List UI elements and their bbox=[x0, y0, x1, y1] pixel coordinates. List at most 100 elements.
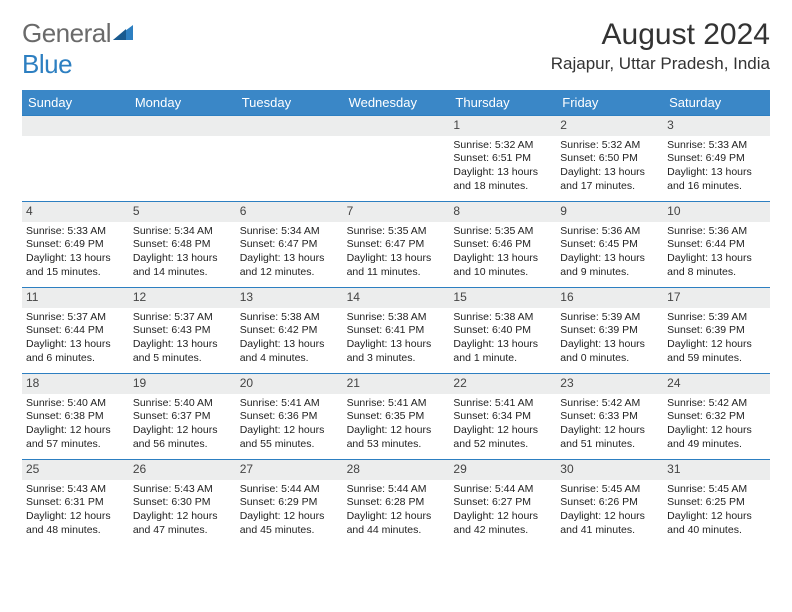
sunset-line: Sunset: 6:50 PM bbox=[560, 152, 659, 166]
day-details: Sunrise: 5:41 AMSunset: 6:36 PMDaylight:… bbox=[236, 394, 343, 458]
title-block: August 2024 Rajapur, Uttar Pradesh, Indi… bbox=[551, 18, 770, 74]
dayname-header: Thursday bbox=[449, 90, 556, 115]
day-number: 8 bbox=[449, 202, 556, 222]
logo: GeneralBlue bbox=[22, 18, 135, 80]
day-details: Sunrise: 5:32 AMSunset: 6:51 PMDaylight:… bbox=[449, 136, 556, 200]
day-cell: 14Sunrise: 5:38 AMSunset: 6:41 PMDayligh… bbox=[343, 287, 450, 373]
sunset-line: Sunset: 6:48 PM bbox=[133, 238, 232, 252]
daylight-line: Daylight: 13 hours and 0 minutes. bbox=[560, 338, 659, 365]
daylight-line: Daylight: 13 hours and 12 minutes. bbox=[240, 252, 339, 279]
sunrise-line: Sunrise: 5:41 AM bbox=[240, 397, 339, 411]
day-number: 10 bbox=[663, 202, 770, 222]
day-details: Sunrise: 5:45 AMSunset: 6:25 PMDaylight:… bbox=[663, 480, 770, 544]
day-number: 4 bbox=[22, 202, 129, 222]
sunrise-line: Sunrise: 5:42 AM bbox=[667, 397, 766, 411]
sunset-line: Sunset: 6:39 PM bbox=[667, 324, 766, 338]
daylight-line: Daylight: 13 hours and 8 minutes. bbox=[667, 252, 766, 279]
day-cell: 8Sunrise: 5:35 AMSunset: 6:46 PMDaylight… bbox=[449, 201, 556, 287]
sunrise-line: Sunrise: 5:39 AM bbox=[667, 311, 766, 325]
sunrise-line: Sunrise: 5:32 AM bbox=[453, 139, 552, 153]
day-number: 30 bbox=[556, 460, 663, 480]
sunrise-line: Sunrise: 5:44 AM bbox=[347, 483, 446, 497]
sunrise-line: Sunrise: 5:35 AM bbox=[347, 225, 446, 239]
day-number: 7 bbox=[343, 202, 450, 222]
day-details: Sunrise: 5:37 AMSunset: 6:43 PMDaylight:… bbox=[129, 308, 236, 372]
day-details: Sunrise: 5:40 AMSunset: 6:37 PMDaylight:… bbox=[129, 394, 236, 458]
day-cell: 28Sunrise: 5:44 AMSunset: 6:28 PMDayligh… bbox=[343, 459, 450, 545]
sunrise-line: Sunrise: 5:39 AM bbox=[560, 311, 659, 325]
day-cell: 29Sunrise: 5:44 AMSunset: 6:27 PMDayligh… bbox=[449, 459, 556, 545]
daylight-line: Daylight: 13 hours and 11 minutes. bbox=[347, 252, 446, 279]
day-details: Sunrise: 5:35 AMSunset: 6:47 PMDaylight:… bbox=[343, 222, 450, 286]
daylight-line: Daylight: 13 hours and 10 minutes. bbox=[453, 252, 552, 279]
day-cell: 25Sunrise: 5:43 AMSunset: 6:31 PMDayligh… bbox=[22, 459, 129, 545]
day-details: Sunrise: 5:44 AMSunset: 6:29 PMDaylight:… bbox=[236, 480, 343, 544]
day-details: Sunrise: 5:32 AMSunset: 6:50 PMDaylight:… bbox=[556, 136, 663, 200]
day-cell: 20Sunrise: 5:41 AMSunset: 6:36 PMDayligh… bbox=[236, 373, 343, 459]
daylight-line: Daylight: 13 hours and 18 minutes. bbox=[453, 166, 552, 193]
empty-cell bbox=[22, 115, 129, 201]
day-details: Sunrise: 5:39 AMSunset: 6:39 PMDaylight:… bbox=[663, 308, 770, 372]
day-cell: 4Sunrise: 5:33 AMSunset: 6:49 PMDaylight… bbox=[22, 201, 129, 287]
sunset-line: Sunset: 6:44 PM bbox=[667, 238, 766, 252]
logo-text-blue: Blue bbox=[22, 49, 72, 79]
header: GeneralBlue August 2024 Rajapur, Uttar P… bbox=[22, 18, 770, 80]
sunrise-line: Sunrise: 5:32 AM bbox=[560, 139, 659, 153]
day-cell: 16Sunrise: 5:39 AMSunset: 6:39 PMDayligh… bbox=[556, 287, 663, 373]
daylight-line: Daylight: 12 hours and 49 minutes. bbox=[667, 424, 766, 451]
daylight-line: Daylight: 12 hours and 57 minutes. bbox=[26, 424, 125, 451]
day-details: Sunrise: 5:42 AMSunset: 6:33 PMDaylight:… bbox=[556, 394, 663, 458]
sunset-line: Sunset: 6:47 PM bbox=[240, 238, 339, 252]
sunrise-line: Sunrise: 5:38 AM bbox=[240, 311, 339, 325]
day-details: Sunrise: 5:34 AMSunset: 6:48 PMDaylight:… bbox=[129, 222, 236, 286]
sunrise-line: Sunrise: 5:38 AM bbox=[347, 311, 446, 325]
day-number: 11 bbox=[22, 288, 129, 308]
sunset-line: Sunset: 6:49 PM bbox=[26, 238, 125, 252]
sunrise-line: Sunrise: 5:41 AM bbox=[347, 397, 446, 411]
daylight-line: Daylight: 12 hours and 56 minutes. bbox=[133, 424, 232, 451]
day-cell: 6Sunrise: 5:34 AMSunset: 6:47 PMDaylight… bbox=[236, 201, 343, 287]
day-details: Sunrise: 5:43 AMSunset: 6:30 PMDaylight:… bbox=[129, 480, 236, 544]
sunrise-line: Sunrise: 5:40 AM bbox=[133, 397, 232, 411]
daylight-line: Daylight: 13 hours and 3 minutes. bbox=[347, 338, 446, 365]
day-number: 26 bbox=[129, 460, 236, 480]
day-details: Sunrise: 5:37 AMSunset: 6:44 PMDaylight:… bbox=[22, 308, 129, 372]
empty-cell bbox=[129, 115, 236, 201]
sunset-line: Sunset: 6:32 PM bbox=[667, 410, 766, 424]
day-cell: 5Sunrise: 5:34 AMSunset: 6:48 PMDaylight… bbox=[129, 201, 236, 287]
day-cell: 30Sunrise: 5:45 AMSunset: 6:26 PMDayligh… bbox=[556, 459, 663, 545]
sunrise-line: Sunrise: 5:40 AM bbox=[26, 397, 125, 411]
sunrise-line: Sunrise: 5:38 AM bbox=[453, 311, 552, 325]
day-cell: 18Sunrise: 5:40 AMSunset: 6:38 PMDayligh… bbox=[22, 373, 129, 459]
day-cell: 17Sunrise: 5:39 AMSunset: 6:39 PMDayligh… bbox=[663, 287, 770, 373]
empty-cell bbox=[343, 115, 450, 201]
day-details: Sunrise: 5:34 AMSunset: 6:47 PMDaylight:… bbox=[236, 222, 343, 286]
sunset-line: Sunset: 6:25 PM bbox=[667, 496, 766, 510]
dayname-header: Wednesday bbox=[343, 90, 450, 115]
sunset-line: Sunset: 6:39 PM bbox=[560, 324, 659, 338]
daylight-line: Daylight: 12 hours and 45 minutes. bbox=[240, 510, 339, 537]
sunset-line: Sunset: 6:26 PM bbox=[560, 496, 659, 510]
sunset-line: Sunset: 6:49 PM bbox=[667, 152, 766, 166]
sunset-line: Sunset: 6:28 PM bbox=[347, 496, 446, 510]
daynum-bar bbox=[236, 116, 343, 136]
day-cell: 27Sunrise: 5:44 AMSunset: 6:29 PMDayligh… bbox=[236, 459, 343, 545]
sunrise-line: Sunrise: 5:44 AM bbox=[240, 483, 339, 497]
daylight-line: Daylight: 13 hours and 16 minutes. bbox=[667, 166, 766, 193]
day-cell: 26Sunrise: 5:43 AMSunset: 6:30 PMDayligh… bbox=[129, 459, 236, 545]
day-details: Sunrise: 5:36 AMSunset: 6:45 PMDaylight:… bbox=[556, 222, 663, 286]
daylight-line: Daylight: 13 hours and 17 minutes. bbox=[560, 166, 659, 193]
sunrise-line: Sunrise: 5:34 AM bbox=[133, 225, 232, 239]
day-cell: 22Sunrise: 5:41 AMSunset: 6:34 PMDayligh… bbox=[449, 373, 556, 459]
location: Rajapur, Uttar Pradesh, India bbox=[551, 54, 770, 74]
dayname-header: Tuesday bbox=[236, 90, 343, 115]
month-title: August 2024 bbox=[551, 18, 770, 52]
sunset-line: Sunset: 6:40 PM bbox=[453, 324, 552, 338]
daylight-line: Daylight: 12 hours and 55 minutes. bbox=[240, 424, 339, 451]
sunset-line: Sunset: 6:36 PM bbox=[240, 410, 339, 424]
daylight-line: Daylight: 13 hours and 5 minutes. bbox=[133, 338, 232, 365]
sunrise-line: Sunrise: 5:44 AM bbox=[453, 483, 552, 497]
daylight-line: Daylight: 12 hours and 40 minutes. bbox=[667, 510, 766, 537]
day-details: Sunrise: 5:40 AMSunset: 6:38 PMDaylight:… bbox=[22, 394, 129, 458]
dayname-header: Saturday bbox=[663, 90, 770, 115]
